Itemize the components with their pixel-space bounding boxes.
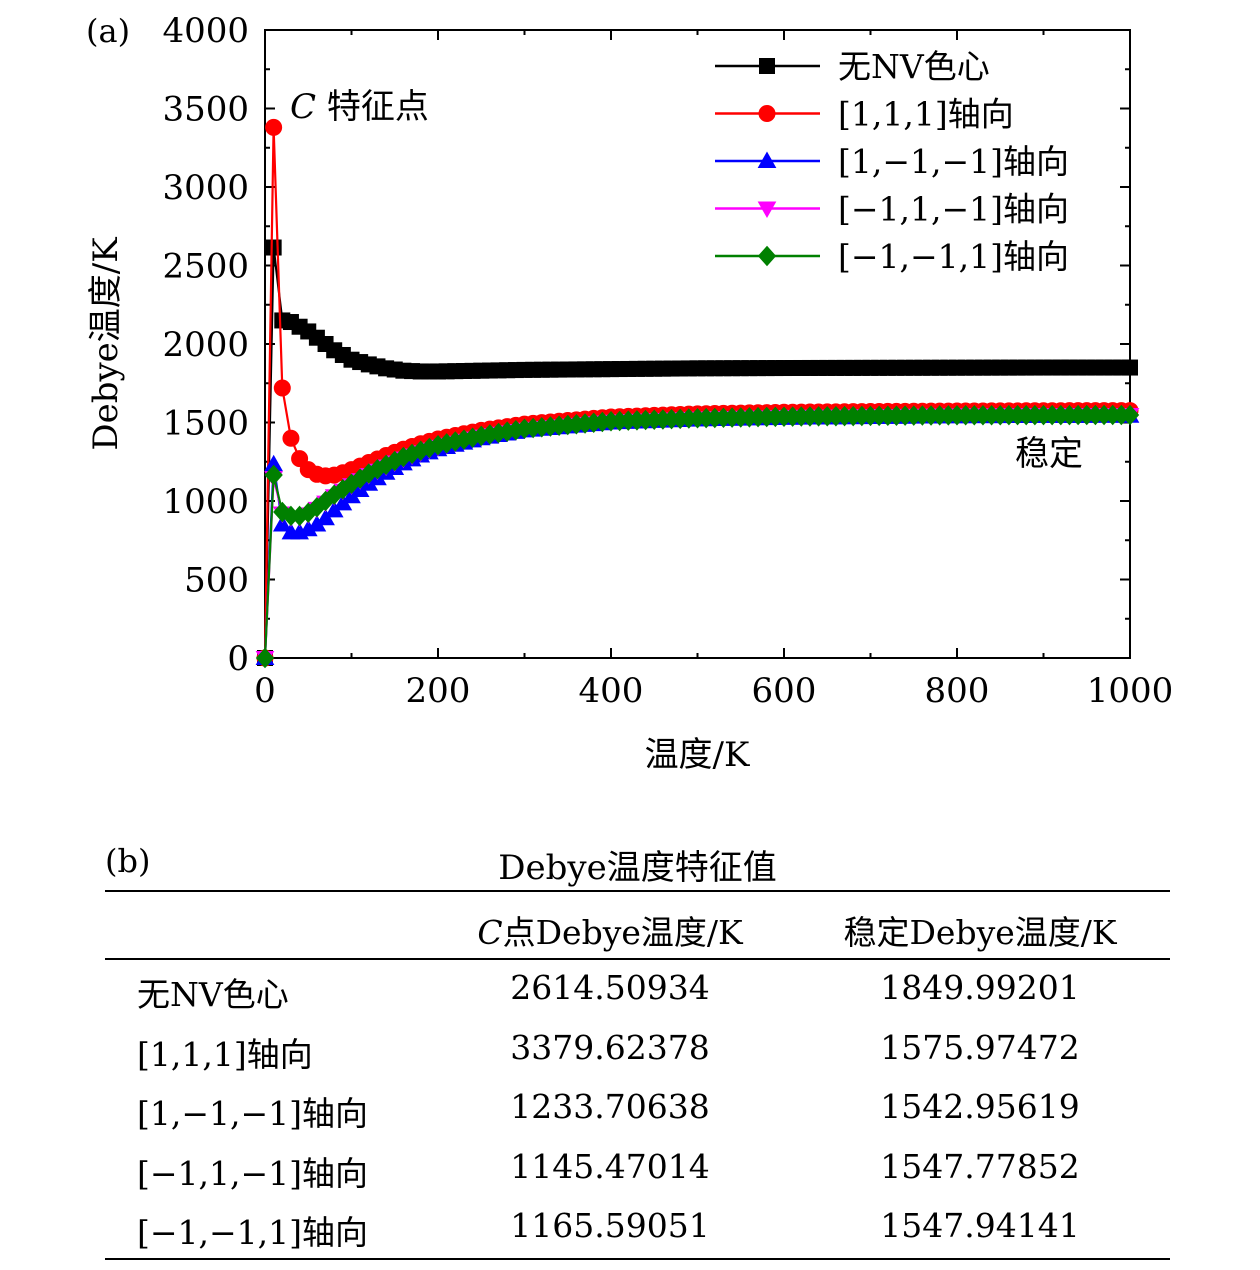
table-cell-c-point: 1233.70638 bbox=[510, 1087, 710, 1126]
table-cell-name: 无NV色心 bbox=[137, 975, 289, 1014]
table-cell-name: [−1,−1,1]轴向 bbox=[137, 1213, 369, 1252]
y-axis-title: Debye温度/K bbox=[86, 237, 126, 451]
data-point bbox=[264, 464, 283, 486]
table-cell-stable: 1849.99201 bbox=[880, 968, 1080, 1007]
y-tick-label: 3000 bbox=[162, 168, 249, 208]
table-row: [1,1,1]轴向 3379.62378 1575.97472 bbox=[105, 1028, 1170, 1088]
x-axis-title: 温度/K bbox=[645, 735, 750, 775]
table-panel-label: (b) bbox=[105, 842, 151, 880]
y-tick-label: 500 bbox=[184, 561, 249, 601]
top-rule bbox=[105, 890, 1170, 892]
y-tick-label: 2500 bbox=[162, 247, 249, 287]
y-tick-label: 4000 bbox=[162, 11, 249, 51]
bottom-rule bbox=[105, 1258, 1170, 1260]
header-c-rest: 点Debye温度/K bbox=[502, 913, 743, 952]
table-cell-name: [1,1,1]轴向 bbox=[137, 1034, 313, 1074]
table-cell-name: [1,−1,−1]轴向 bbox=[137, 1094, 369, 1133]
legend-marker bbox=[757, 151, 777, 168]
series-0 bbox=[257, 239, 1138, 666]
header-c-point: C点Debye温度/K bbox=[435, 906, 785, 954]
x-tick-label: 400 bbox=[579, 671, 644, 711]
x-axis: 0 200 400 600 800 1000 bbox=[254, 30, 1173, 711]
table-row: [1,−1,−1]轴向 1233.70638 1542.95619 bbox=[105, 1087, 1170, 1147]
y-tick-label: 0 bbox=[227, 639, 249, 679]
stable-annotation: 稳定 bbox=[1015, 434, 1083, 474]
data-point bbox=[282, 429, 300, 447]
table-cell-c-point: 1145.47014 bbox=[510, 1146, 710, 1186]
series-layer bbox=[255, 118, 1140, 669]
legend-marker bbox=[758, 105, 776, 122]
y-tick-label: 3500 bbox=[162, 90, 249, 130]
header-stable: 稳定Debye温度/K bbox=[843, 913, 1117, 952]
series-2 bbox=[255, 406, 1140, 665]
data-point bbox=[272, 515, 292, 532]
table-cell-name: [−1,1,−1]轴向 bbox=[137, 1153, 369, 1193]
data-point bbox=[255, 647, 275, 669]
table-cell-stable: 1547.94141 bbox=[880, 1206, 1080, 1245]
y-tick-label: 1000 bbox=[162, 482, 249, 522]
x-tick-label: 800 bbox=[925, 671, 990, 711]
data-point bbox=[273, 379, 291, 397]
c-point-annotation-italic: C bbox=[290, 87, 316, 127]
chart-panel-label: (a) bbox=[86, 12, 130, 50]
table-cell-stable: 1542.95619 bbox=[880, 1087, 1080, 1126]
c-point-annotation: C 特征点 bbox=[290, 87, 429, 127]
x-tick-label: 200 bbox=[406, 671, 471, 711]
c-point-annotation-rest: 特征点 bbox=[316, 87, 429, 127]
x-tick-label: 0 bbox=[254, 671, 276, 711]
data-point bbox=[265, 239, 282, 256]
data-point bbox=[1120, 404, 1140, 426]
y-tick-label: 1500 bbox=[162, 404, 249, 444]
x-tick-label: 600 bbox=[752, 671, 817, 711]
legend-label: [−1,1,−1]轴向 bbox=[838, 190, 1069, 229]
table-cell-c-point: 1165.59051 bbox=[510, 1206, 710, 1245]
legend-marker bbox=[759, 58, 775, 74]
table-cell-c-point: 2614.50934 bbox=[510, 968, 710, 1007]
table-row: [−1,−1,1]轴向 1165.59051 1547.94141 bbox=[105, 1206, 1170, 1266]
table-row: [−1,1,−1]轴向 1145.47014 1547.77852 bbox=[105, 1147, 1170, 1207]
legend-marker bbox=[757, 245, 777, 267]
table-cell-c-point: 3379.62378 bbox=[510, 1027, 710, 1067]
table-cell-stable: 1575.97472 bbox=[880, 1027, 1080, 1067]
legend: 无NV色心 [1,1,1]轴向 [1,−1,−1]轴向 [−1,1,−1]轴向 [−1,… bbox=[715, 47, 1069, 276]
legend-label: 无NV色心 bbox=[838, 47, 990, 86]
data-table: (b) Debye温度特征值 C点Debye温度/K 稳定Debye温度/K 无… bbox=[105, 830, 1170, 1270]
table-cell-stable: 1547.77852 bbox=[880, 1146, 1080, 1186]
y-tick-label: 2000 bbox=[162, 325, 249, 365]
data-point bbox=[265, 118, 283, 136]
legend-label: [−1,−1,1]轴向 bbox=[838, 237, 1069, 276]
header-c-italic: C bbox=[477, 913, 503, 952]
legend-label: [1,1,1]轴向 bbox=[838, 95, 1014, 134]
x-tick-label: 1000 bbox=[1087, 671, 1174, 711]
legend-marker bbox=[757, 201, 777, 219]
header-rule bbox=[105, 958, 1170, 960]
data-point bbox=[1122, 359, 1138, 376]
line-chart: (a) 0 200 400 600 800 1000 0 500 1000 1500 2000 25… bbox=[86, 11, 1173, 775]
y-axis: 0 500 1000 1500 2000 2500 3000 3500 4000 bbox=[162, 11, 1130, 679]
table-title: Debye温度特征值 bbox=[498, 848, 777, 888]
legend-label: [1,−1,−1]轴向 bbox=[838, 142, 1069, 181]
table-row: 无NV色心 2614.50934 1849.99201 bbox=[105, 968, 1170, 1028]
series-4 bbox=[255, 404, 1140, 669]
